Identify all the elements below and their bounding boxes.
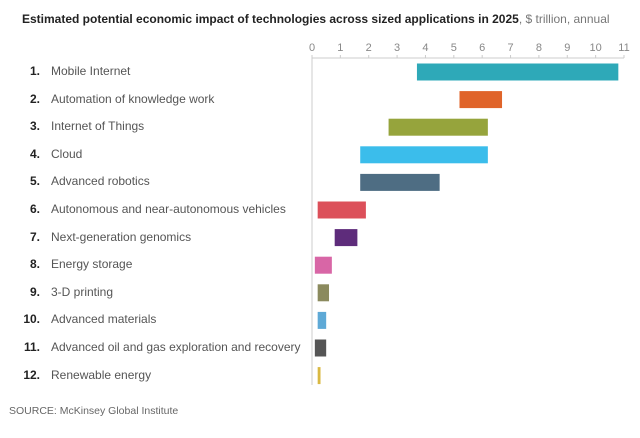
category-label: Advanced robotics — [51, 174, 150, 189]
x-tick-label: 8 — [536, 42, 542, 54]
category-rank: 6. — [29, 202, 40, 216]
category-rank: 12. — [23, 367, 40, 382]
category-rank: 2. — [29, 91, 40, 106]
bar-12 — [317, 367, 321, 385]
bar-6 — [317, 201, 366, 219]
x-tick-label: 3 — [394, 42, 400, 54]
category-label: Autonomous and near-autonomous vehicles — [51, 202, 286, 216]
bar-11 — [314, 339, 327, 357]
category-label: Next-generation genomics — [51, 229, 192, 244]
category-label: Mobile Internet — [51, 64, 131, 78]
title-main: Estimated potential economic impact of t… — [22, 12, 519, 26]
x-tick-label: 2 — [366, 42, 372, 54]
bar-7 — [334, 229, 358, 247]
category-label: Cloud — [51, 146, 83, 161]
bar-4 — [360, 146, 488, 164]
category-rank: 11. — [23, 340, 40, 354]
bar-5 — [360, 173, 440, 191]
category-rank: 7. — [29, 229, 40, 244]
x-tick-label: 1 — [337, 42, 343, 54]
category-rank: 5. — [29, 174, 40, 189]
x-tick-label: 0 — [309, 42, 315, 54]
category-label: Advanced materials — [51, 312, 157, 327]
bar-2 — [459, 91, 503, 109]
x-tick-label: 6 — [479, 42, 485, 54]
category-rank: 1. — [29, 64, 40, 78]
x-tick-label: 4 — [422, 42, 428, 54]
x-tick-label: 5 — [451, 42, 457, 54]
category-rank: 10. — [23, 312, 40, 327]
category-label: Energy storage — [51, 257, 133, 272]
x-tick-label: 9 — [564, 42, 570, 54]
category-rank: 4. — [29, 146, 40, 161]
source-note: SOURCE: McKinsey Global Institute — [9, 405, 179, 417]
category-label: Advanced oil and gas exploration and rec… — [51, 340, 301, 354]
bar-3 — [388, 118, 488, 136]
category-label: Internet of Things — [51, 119, 145, 134]
category-rank: 3. — [29, 119, 40, 134]
category-rank: 9. — [29, 284, 40, 299]
title-units: , $ trillion, annual — [518, 12, 610, 26]
category-rank: 8. — [29, 257, 40, 272]
category-label: Renewable energy — [51, 367, 152, 382]
bar-9 — [317, 284, 330, 302]
x-tick-label: 10 — [590, 42, 602, 54]
category-label: 3-D printing — [51, 284, 114, 299]
bar-1 — [416, 63, 619, 81]
x-tick-label: 11 — [618, 42, 629, 54]
x-tick-label: 7 — [507, 42, 513, 54]
bar-10 — [317, 311, 327, 329]
category-label: Automation of knowledge work — [51, 91, 215, 106]
bar-8 — [314, 256, 332, 274]
chart-title: Estimated potential economic impact of t… — [22, 12, 610, 26]
